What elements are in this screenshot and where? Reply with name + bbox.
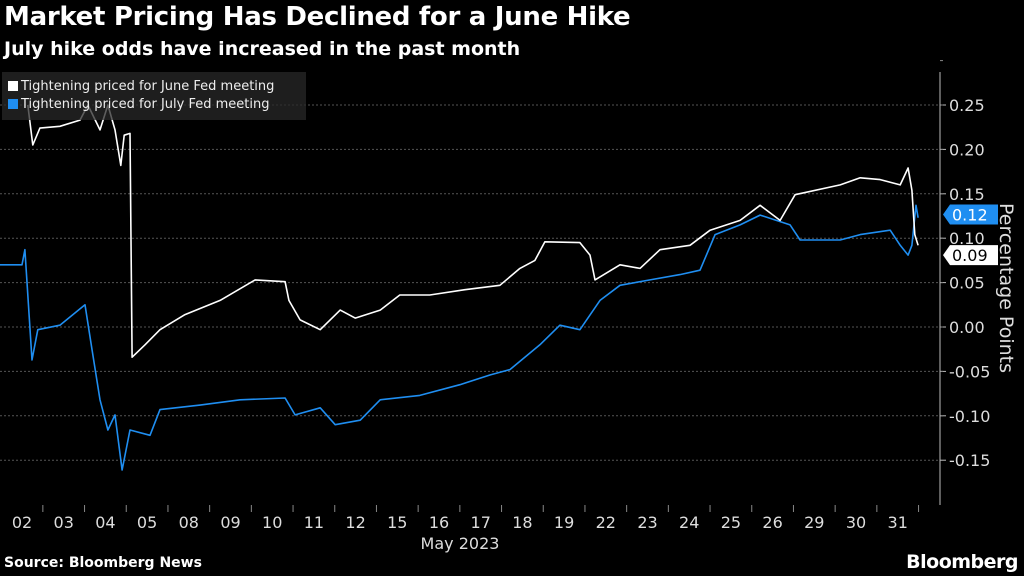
x-tick-label: 31 [888,513,908,532]
end-label-july: 0.12 [952,205,988,224]
x-tick-label: 04 [95,513,115,532]
x-tick-label: 09 [220,513,240,532]
series-line-june [27,104,919,359]
legend-swatch-july [8,99,18,109]
y-tick-label: 0.25 [949,96,985,115]
y-tick-label: 0.00 [949,318,985,337]
x-tick-label: 30 [846,513,866,532]
y-tick-label: 0.10 [949,229,985,248]
y-tick-label: -0.10 [949,407,990,426]
x-tick-label: 23 [637,513,657,532]
x-tick-label: 05 [137,513,157,532]
x-tick-label: 22 [596,513,616,532]
x-tick-label: 24 [679,513,699,532]
legend-item-july: Tightening priced for July Fed meeting [8,97,269,112]
y-tick-label: 0.20 [949,140,985,159]
chart-title: Market Pricing Has Declined for a June H… [4,2,631,32]
y-tick-label: -0.15 [949,451,990,470]
x-tick-label: 08 [179,513,199,532]
legend-label-july: Tightening priced for July Fed meeting [21,97,270,112]
x-tick-label: 15 [387,513,407,532]
chart-subtitle: July hike odds have increased in the pas… [4,38,521,60]
x-tick-label: 29 [804,513,824,532]
x-tick-label: 25 [721,513,741,532]
y-tick-label: -0.05 [949,362,990,381]
legend-swatch-june [8,81,18,91]
legend-item-june: Tightening priced for June Fed meeting [8,79,274,94]
x-tick-label: 02 [12,513,32,532]
x-tick-label: 17 [471,513,491,532]
end-label-tag-july [943,204,998,225]
x-tick-label: 11 [304,513,324,532]
source-note: Source: Bloomberg News [4,555,202,571]
x-tick-label: 18 [512,513,532,532]
y-tick-label: 0.05 [949,274,985,293]
x-tick-label: 12 [345,513,365,532]
x-tick-label: 19 [554,513,574,532]
bloomberg-logo: Bloomberg [906,551,1018,573]
end-label-june: 0.09 [952,246,988,265]
y-tick-label: 0.15 [949,185,985,204]
series-line-july [0,204,919,471]
legend: Tightening priced for June Fed meeting T… [2,72,306,120]
y-axis-label: Percentage Points [995,203,1017,373]
x-tick-label: 16 [429,513,449,532]
x-tick-label: 26 [762,513,782,532]
legend-label-june: Tightening priced for June Fed meeting [21,79,275,94]
x-tick-label: 03 [54,513,74,532]
end-label-tag-june [943,245,998,266]
x-tick-label: 10 [262,513,282,532]
x-axis-label: May 2023 [421,534,500,553]
